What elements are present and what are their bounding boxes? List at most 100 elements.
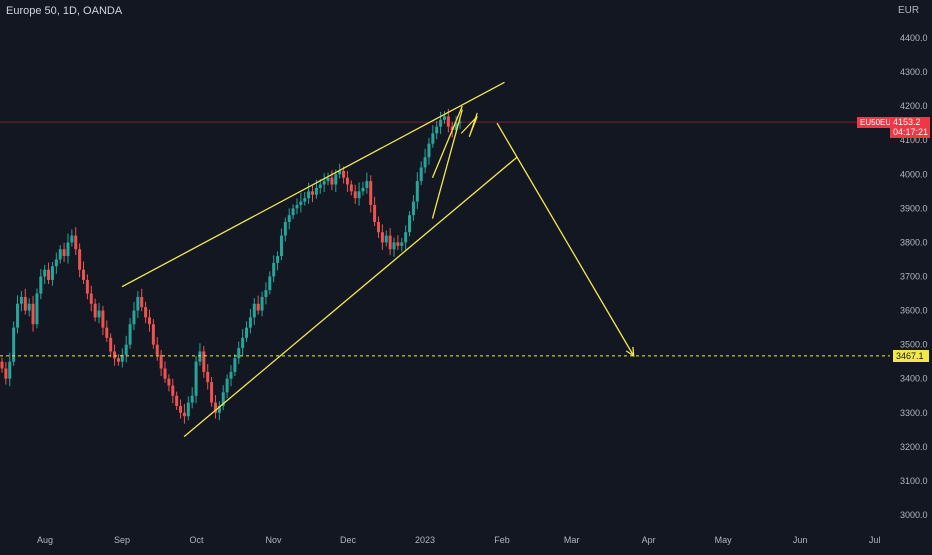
x-tick-label: Apr	[642, 535, 656, 545]
projection-arrow-line	[496, 122, 635, 357]
candle-body	[50, 266, 54, 280]
candle-body	[283, 221, 287, 236]
candle-body	[128, 324, 132, 345]
candle-body	[311, 191, 315, 195]
candle-body	[120, 354, 124, 362]
candle-body	[85, 279, 89, 294]
candle-body	[303, 198, 307, 202]
candle-body	[334, 174, 338, 185]
y-tick-label: 3200.0	[900, 442, 928, 452]
candle-body	[62, 249, 66, 257]
candle-body	[217, 405, 221, 413]
candle-body	[338, 170, 342, 175]
candle-body	[272, 262, 276, 277]
candle-body	[446, 116, 450, 127]
candle-body	[171, 385, 175, 396]
candle-body	[431, 133, 435, 144]
candle-body	[23, 296, 27, 311]
symbol-tag: EU50EUR	[857, 117, 900, 128]
candle-body	[268, 276, 272, 291]
candle-body	[384, 235, 388, 243]
candle-body	[206, 371, 210, 383]
candle-body	[155, 344, 159, 355]
candle-body	[233, 358, 237, 372]
candle-body	[411, 201, 415, 216]
candle-body	[198, 351, 202, 362]
candle-body	[342, 170, 346, 178]
candle-body	[167, 378, 171, 386]
candle-body	[396, 242, 400, 246]
y-tick-label: 3100.0	[900, 476, 928, 486]
candle-body	[357, 191, 361, 199]
y-tick-label: 3500.0	[900, 340, 928, 350]
y-tick-label: 4400.0	[900, 33, 928, 43]
x-tick-label: 2023	[415, 535, 435, 545]
candle-body	[241, 337, 245, 349]
candle-body	[252, 303, 256, 318]
candle-body	[380, 232, 384, 243]
candle-body	[89, 293, 93, 304]
candle-body	[54, 259, 58, 267]
bar-countdown: 04:17:21	[890, 127, 930, 138]
price-axis[interactable]: 3000.0 3100.0 3200.0 3300.0 3400.0 3500.0 3600…	[900, 33, 928, 520]
candle-body	[353, 191, 357, 199]
candle-body	[404, 232, 408, 243]
candle-body	[182, 412, 186, 417]
candle-body	[225, 378, 229, 393]
y-tick-label: 3600.0	[900, 306, 928, 316]
candle-body	[318, 184, 322, 188]
candle-body	[78, 249, 82, 270]
candle-body	[70, 235, 74, 243]
pennant-shape	[460, 112, 478, 138]
candle-body	[322, 181, 326, 185]
candle-body	[276, 256, 280, 263]
candle-body	[435, 126, 439, 134]
y-tick-label: 3900.0	[900, 203, 928, 213]
candle-body	[314, 187, 318, 195]
candle-body	[101, 310, 105, 328]
candle-body	[264, 290, 268, 297]
candle-body	[392, 242, 396, 250]
candle-body	[299, 201, 303, 205]
candle-body	[151, 324, 155, 345]
candle-body	[349, 184, 353, 192]
candle-body	[279, 235, 283, 257]
y-tick-label: 4200.0	[900, 101, 928, 111]
x-tick-label: Jun	[793, 535, 808, 545]
candle-body	[376, 221, 380, 233]
candles-group	[0, 108, 462, 424]
time-axis[interactable]: Aug Sep Oct Nov Dec 2023 Feb Mar Apr May Jun Jul	[37, 535, 880, 545]
x-tick-label: Jul	[869, 535, 881, 545]
horizontal-level-label: 3467.1	[893, 350, 929, 362]
candle-body	[442, 116, 446, 120]
candle-body	[287, 215, 291, 222]
y-tick-label: 3000.0	[900, 510, 928, 520]
candle-body	[237, 348, 241, 359]
drawings-group[interactable]	[0, 81, 890, 438]
symbol-title[interactable]: Europe 50, 1D, OANDA	[6, 5, 123, 17]
last-price-badge: 4153.2	[890, 117, 930, 128]
candle-body	[16, 303, 20, 328]
candle-body	[419, 167, 423, 182]
candle-body	[163, 368, 167, 379]
candle-body	[159, 354, 163, 369]
candle-body	[260, 296, 264, 311]
candle-body	[39, 276, 43, 294]
candle-body	[454, 123, 458, 130]
upper-channel-line	[121, 81, 505, 288]
candle-body	[256, 303, 260, 311]
candle-body	[369, 181, 373, 205]
y-tick-label: 4100.0	[900, 135, 928, 145]
candle-body	[179, 405, 183, 413]
candle-body	[388, 235, 392, 250]
candle-body	[186, 402, 190, 417]
y-tick-label: 4300.0	[900, 67, 928, 77]
candle-body	[140, 296, 144, 308]
candle-body	[245, 327, 249, 338]
candle-body	[373, 204, 377, 222]
y-tick-label: 3300.0	[900, 408, 928, 418]
y-tick-label: 4000.0	[900, 169, 928, 179]
candle-body	[365, 181, 369, 188]
